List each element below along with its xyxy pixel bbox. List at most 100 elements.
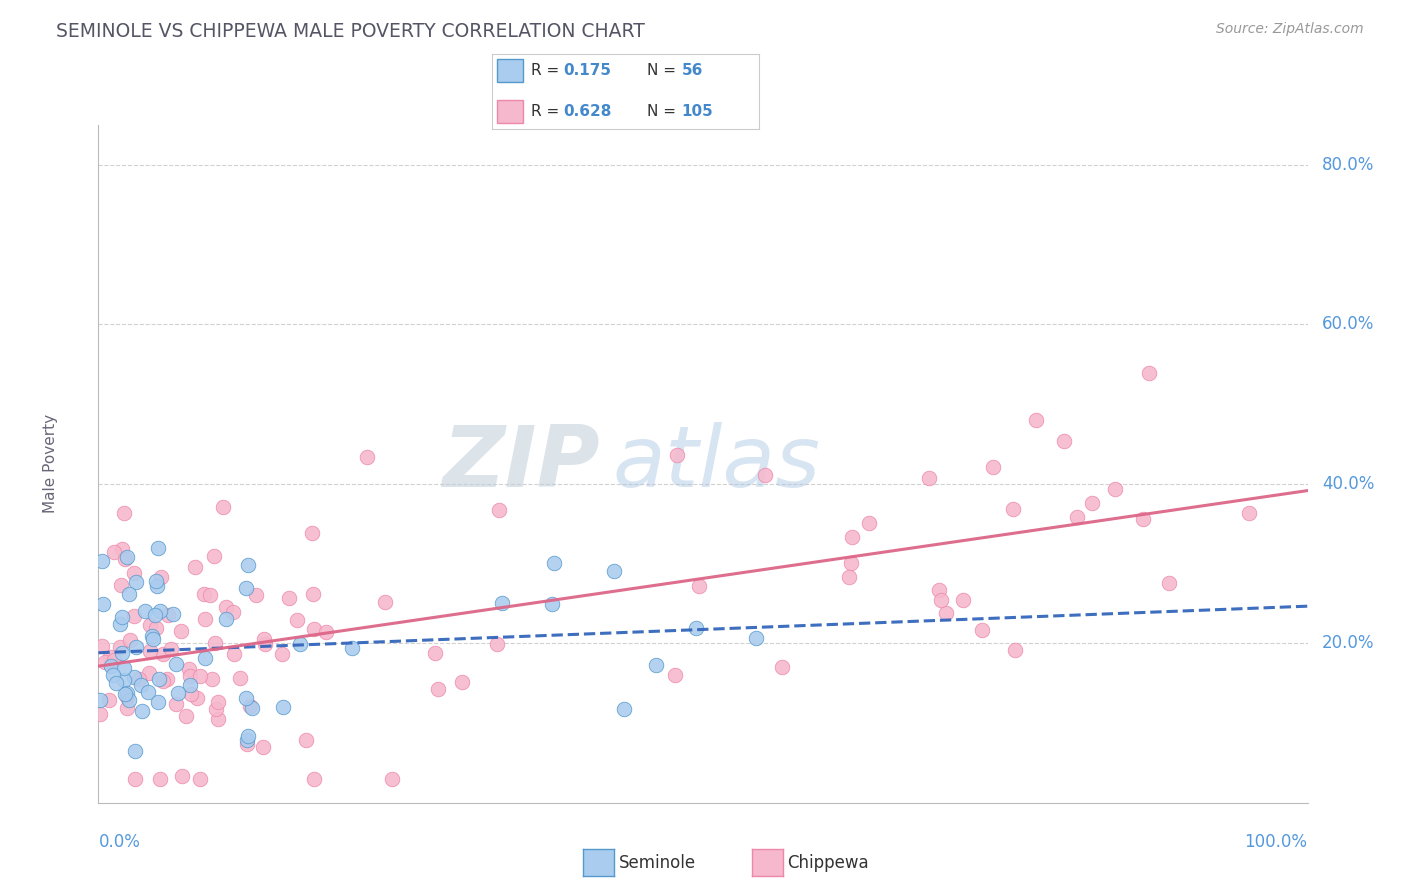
Point (236, 733, 259, 747)
Point (839, 556, 862, 570)
Point (179, 678, 201, 692)
Point (100, 659, 122, 673)
Point (1001, 501, 1024, 516)
Point (613, 701, 636, 715)
Point (485, 637, 508, 651)
Point (93, 656, 115, 670)
Point (89, 707, 111, 722)
Point (141, 629, 163, 643)
Point (145, 621, 167, 635)
Point (122, 608, 145, 623)
Point (356, 450, 378, 465)
Point (235, 737, 257, 751)
Point (229, 671, 252, 685)
Point (91, 597, 114, 611)
Point (1159, 576, 1181, 591)
Point (271, 647, 294, 661)
Point (180, 687, 202, 701)
Point (101, 667, 124, 681)
Point (111, 646, 134, 660)
Point (117, 690, 139, 705)
Text: 0.175: 0.175 (562, 63, 610, 78)
Point (179, 669, 201, 683)
FancyBboxPatch shape (498, 100, 523, 122)
Point (1004, 642, 1026, 657)
Point (1237, 506, 1260, 520)
Point (235, 581, 257, 595)
Point (288, 637, 311, 651)
Text: SEMINOLE VS CHIPPEWA MALE POVERTY CORRELATION CHART: SEMINOLE VS CHIPPEWA MALE POVERTY CORREL… (56, 22, 645, 41)
Point (115, 686, 138, 700)
Point (115, 549, 138, 564)
Point (157, 607, 180, 622)
Point (103, 545, 125, 559)
Point (838, 570, 860, 584)
Point (207, 712, 229, 726)
Point (159, 641, 181, 656)
Point (131, 704, 153, 718)
Text: 20.0%: 20.0% (1322, 634, 1375, 652)
Point (271, 700, 294, 714)
Text: Source: ZipAtlas.com: Source: ZipAtlas.com (1216, 22, 1364, 37)
Text: 80.0%: 80.0% (1322, 156, 1375, 174)
Point (342, 640, 364, 655)
Point (295, 732, 318, 747)
Point (207, 695, 229, 709)
Point (215, 611, 238, 625)
Point (146, 578, 169, 592)
Point (170, 624, 193, 639)
Text: Male Poverty: Male Poverty (42, 414, 58, 514)
Point (204, 636, 226, 650)
Point (252, 739, 274, 754)
Text: R =: R = (531, 103, 560, 119)
Point (981, 459, 1004, 474)
Point (194, 612, 217, 626)
Point (186, 691, 208, 706)
Point (188, 772, 211, 786)
Point (152, 648, 174, 662)
Point (124, 772, 146, 786)
Point (302, 772, 325, 786)
Point (184, 560, 207, 574)
Point (1025, 413, 1047, 427)
Point (425, 646, 447, 660)
Point (277, 591, 299, 606)
Point (188, 669, 211, 683)
Point (212, 500, 235, 515)
Point (970, 623, 993, 637)
Point (139, 644, 162, 658)
Point (124, 744, 146, 758)
Point (111, 610, 134, 624)
Point (194, 651, 217, 665)
FancyBboxPatch shape (498, 59, 523, 82)
Point (128, 672, 150, 686)
Point (451, 674, 474, 689)
Point (952, 593, 974, 607)
Point (1132, 512, 1154, 526)
Point (931, 592, 953, 607)
Text: 0.0%: 0.0% (98, 833, 141, 851)
Point (685, 621, 707, 635)
Point (149, 772, 172, 786)
Point (239, 698, 262, 713)
Point (1066, 509, 1088, 524)
Point (122, 670, 145, 684)
Point (285, 614, 308, 628)
Point (149, 603, 172, 617)
Point (491, 596, 513, 610)
Point (543, 556, 565, 570)
Text: N =: N = (647, 63, 676, 78)
Point (145, 607, 167, 622)
Point (112, 660, 135, 674)
Point (222, 605, 245, 619)
Point (935, 606, 957, 620)
Point (138, 618, 160, 632)
Text: 56: 56 (682, 63, 703, 78)
Point (236, 729, 259, 743)
Point (105, 675, 128, 690)
Point (176, 709, 198, 723)
Point (112, 506, 135, 520)
Point (770, 660, 793, 674)
Point (148, 541, 170, 556)
Point (315, 625, 337, 640)
